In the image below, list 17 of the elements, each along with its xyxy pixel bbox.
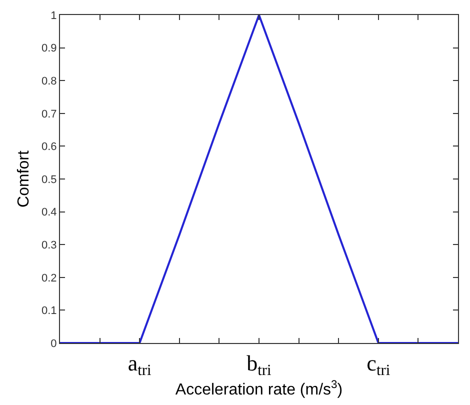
y-tick-label: 0.9	[42, 42, 57, 55]
y-tick-label: 0.4	[42, 206, 57, 219]
y-tick-label: 0.3	[42, 239, 57, 252]
y-tick-label: 0.1	[42, 305, 57, 318]
y-tick-label: 0.5	[42, 174, 57, 186]
y-axis-title: Comfort	[15, 150, 32, 208]
x-tick-label: b$_{tri}$	[246, 350, 272, 380]
y-tick-label: 0.6	[42, 141, 57, 154]
y-tick-label: 0	[50, 338, 57, 350]
x-tick-label: c$_{tri}$	[366, 350, 390, 380]
y-tick-label: 0.8	[42, 75, 57, 88]
y-tick-label: 1	[50, 10, 57, 22]
x-tick-label: a$_{tri}$	[128, 350, 152, 380]
y-tick-label: 0.7	[42, 108, 57, 120]
x-axis-title: Acceleration rate (m/s$^{3}$)	[175, 379, 343, 399]
line-series	[60, 15, 458, 343]
y-tick-label: 0.2	[42, 272, 57, 284]
